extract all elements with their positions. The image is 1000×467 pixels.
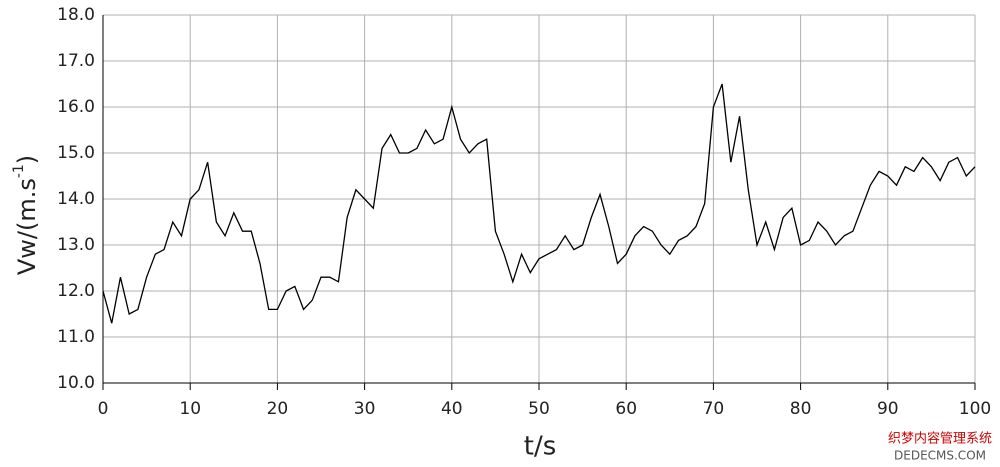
y-tick-label: 16.0 bbox=[57, 97, 95, 117]
y-tick-label: 17.0 bbox=[57, 51, 95, 71]
x-tick-label: 10 bbox=[179, 399, 201, 419]
x-tick-label: 80 bbox=[790, 399, 812, 419]
x-tick-label: 20 bbox=[267, 399, 289, 419]
y-axis-label: Vw/(m.s-1) bbox=[11, 155, 41, 275]
y-label-text: Vw/(m.s bbox=[13, 178, 41, 275]
x-tick-label: 0 bbox=[98, 399, 109, 419]
x-tick-label: 30 bbox=[354, 399, 376, 419]
y-tick-label: 12.0 bbox=[57, 281, 95, 301]
y-tick-label: 13.0 bbox=[57, 235, 95, 255]
y-label-sup: -1 bbox=[11, 164, 27, 178]
x-tick-label: 90 bbox=[877, 399, 899, 419]
y-tick-label: 15.0 bbox=[57, 143, 95, 163]
y-tick-label: 18.0 bbox=[57, 5, 95, 25]
y-tick-label: 11.0 bbox=[57, 327, 95, 347]
x-axis-label: t/s bbox=[524, 432, 557, 462]
x-tick-label: 60 bbox=[615, 399, 637, 419]
x-tick-label: 50 bbox=[528, 399, 550, 419]
x-tick-label: 70 bbox=[703, 399, 725, 419]
x-tick-label: 40 bbox=[441, 399, 463, 419]
line-series bbox=[102, 83, 976, 324]
y-label-suffix: ) bbox=[13, 155, 41, 164]
x-tick-label: 100 bbox=[959, 399, 991, 419]
y-tick-label: 10.0 bbox=[57, 373, 95, 393]
watermark: DEDECMS.COM bbox=[894, 449, 986, 463]
watermark: 织梦内容管理系统 bbox=[888, 431, 992, 447]
y-tick-label: 14.0 bbox=[57, 189, 95, 209]
